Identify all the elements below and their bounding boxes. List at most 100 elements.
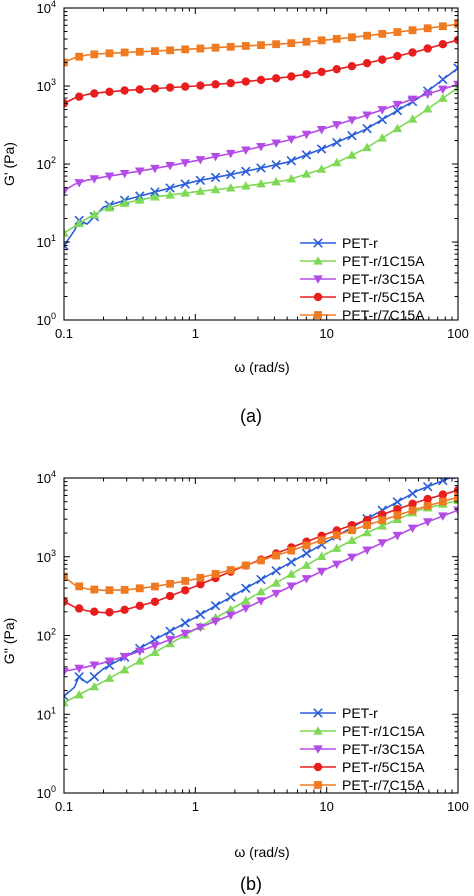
legend: PET-r PET-r/1C15A PET-r/3C15A PET-r/5C15A PE… (300, 705, 425, 793)
data-point (135, 584, 144, 593)
data-point (196, 81, 205, 90)
legend-label: PET-r/3C15A (342, 271, 425, 287)
data-point (347, 130, 357, 141)
data-point (316, 125, 327, 135)
data-point (105, 608, 114, 617)
data-point (454, 20, 458, 29)
data-point (316, 551, 327, 561)
data-point (211, 80, 220, 89)
data-point (150, 192, 160, 201)
legend-marker (314, 311, 322, 319)
data-point (165, 162, 175, 171)
data-point (271, 565, 281, 576)
data-point (393, 511, 402, 520)
data-point (393, 28, 402, 36)
data-point (377, 539, 388, 548)
data-point (257, 556, 265, 565)
data-point (74, 672, 84, 682)
data-point (196, 580, 205, 589)
data-point (422, 518, 433, 527)
data-point (135, 85, 144, 94)
data-point (272, 40, 281, 49)
data-point (271, 589, 281, 599)
data-point (286, 135, 297, 144)
data-point (423, 24, 432, 33)
data-point (210, 184, 221, 194)
data-point (120, 605, 129, 615)
data-point (316, 567, 327, 577)
data-point (225, 149, 236, 159)
data-point (120, 48, 129, 57)
data-point (347, 535, 357, 545)
data-point (301, 560, 312, 569)
data-point (241, 604, 251, 614)
data-point (181, 82, 190, 91)
data-point (89, 671, 100, 682)
panel-a: 0.1 1 10 100 100 101 102 103 104 PET-r PET-r/1C15A… (1, 0, 469, 426)
legend-label: PET-r/1C15A (342, 723, 425, 739)
data-point (347, 553, 357, 562)
data-point (362, 527, 372, 537)
data-point (302, 541, 311, 550)
data-point (226, 78, 235, 88)
data-point (347, 61, 357, 71)
data-point (181, 577, 190, 585)
data-point (422, 481, 433, 492)
legend-marker (314, 781, 322, 789)
data-point (180, 159, 191, 168)
x-tick-label: 10 (319, 799, 333, 814)
data-point (120, 585, 129, 594)
data-point (271, 176, 281, 186)
data-point (392, 105, 403, 116)
data-point (453, 63, 458, 73)
data-point (362, 111, 372, 120)
y-tick-label: 103 (37, 77, 56, 94)
legend-label: PET-r/3C15A (342, 741, 425, 757)
legend-label: PET-r/7C15A (342, 777, 425, 793)
data-point (377, 106, 388, 115)
y-axis-title-a: G' (Pa) (1, 142, 17, 186)
panel-label-a: (a) (240, 406, 262, 426)
data-point (316, 144, 327, 154)
data-point (181, 586, 190, 595)
data-point (89, 209, 100, 219)
data-point (408, 506, 417, 515)
data-point (151, 582, 159, 591)
y-tick-label: 100 (37, 784, 56, 801)
panel-b: 0.1 1 10 100 100 101 102 103 104 PET-r PET-r/1C15A… (1, 469, 469, 894)
data-point (195, 156, 206, 165)
x-tick-label: 100 (447, 799, 469, 814)
data-point (241, 166, 251, 177)
data-point (438, 39, 448, 49)
data-point (287, 546, 296, 555)
data-point (423, 501, 432, 510)
legend-label: PET-r/5C15A (342, 759, 425, 775)
data-point (453, 35, 458, 45)
data-point (347, 150, 357, 159)
data-point (363, 31, 371, 40)
data-point (166, 46, 174, 55)
data-point (241, 561, 250, 570)
data-point (64, 697, 69, 707)
data-point (271, 159, 281, 170)
data-point (226, 42, 235, 51)
data-point (407, 524, 418, 534)
data-point (271, 74, 281, 83)
data-point (134, 167, 145, 176)
legend-marker (313, 745, 323, 754)
data-point (241, 181, 251, 190)
legend-marker (313, 762, 323, 772)
data-point (74, 218, 84, 228)
x-tick-label: 1 (192, 326, 199, 341)
data-point (348, 526, 356, 535)
legend-label: PET-r (342, 235, 378, 251)
data-point (332, 137, 342, 148)
data-point (105, 586, 114, 595)
y-tick-label: 101 (37, 233, 56, 250)
data-point (64, 187, 69, 196)
data-point (301, 548, 312, 559)
data-point (180, 188, 191, 197)
data-point (104, 172, 115, 181)
y-tick-label: 103 (37, 548, 56, 565)
data-point (166, 579, 174, 588)
